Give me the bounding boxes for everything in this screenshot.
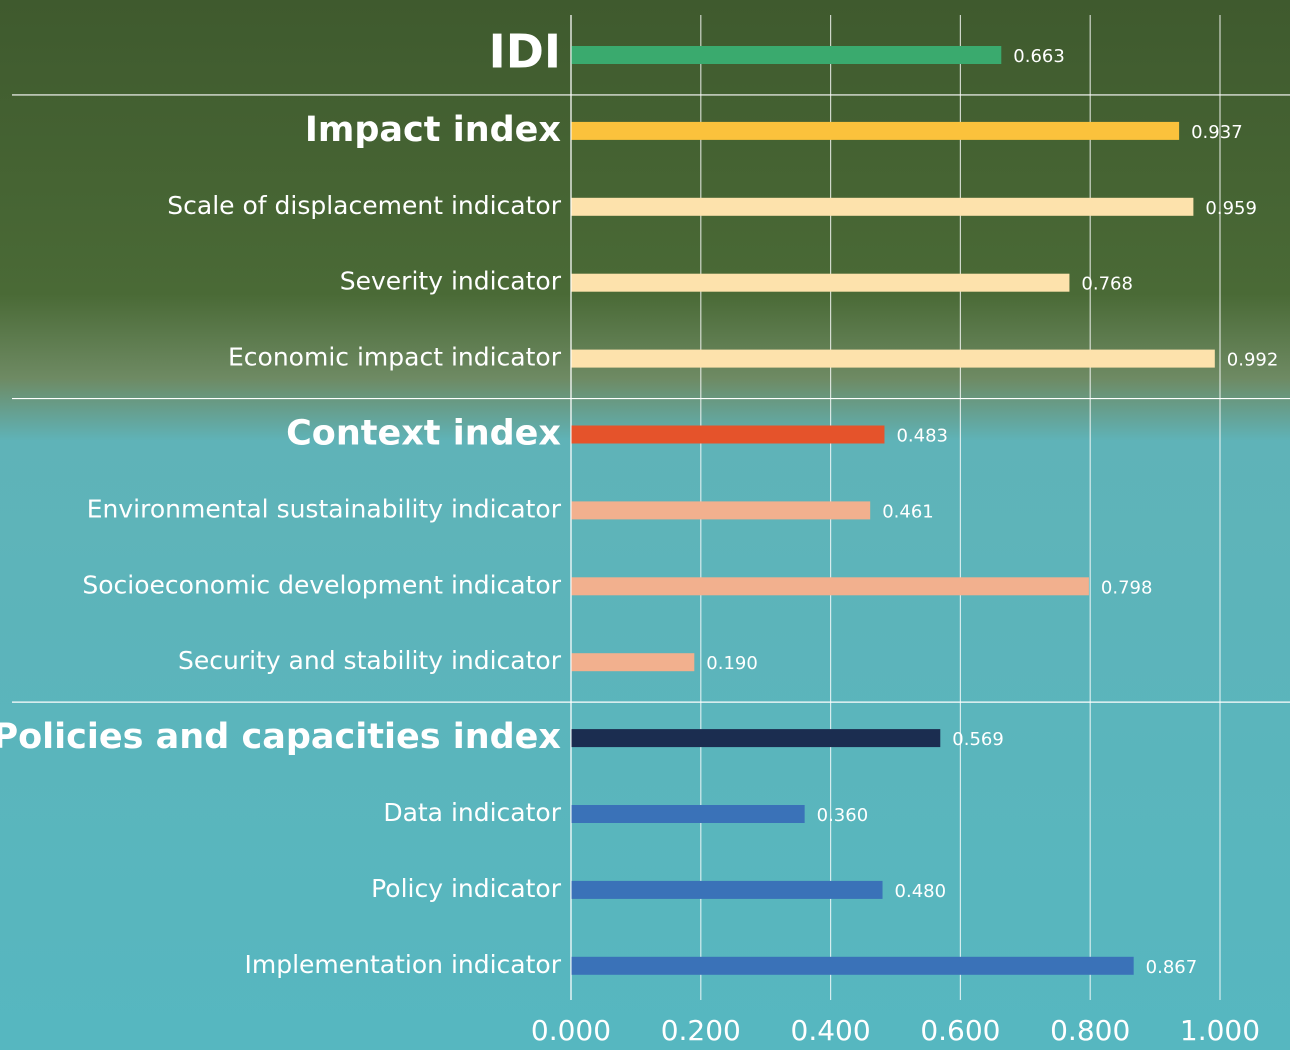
value-label: 0.569 <box>952 729 1004 750</box>
category-label: Implementation indicator <box>244 950 561 979</box>
value-label: 0.937 <box>1191 122 1243 143</box>
value-label: 0.959 <box>1205 198 1257 219</box>
bar <box>571 805 805 823</box>
category-label: Context index <box>286 414 561 454</box>
category-label: Environmental sustainability indicator <box>87 494 562 523</box>
bar <box>571 653 695 672</box>
category-label: Severity indicator <box>340 267 562 296</box>
bar <box>571 501 871 520</box>
bar <box>571 577 1089 596</box>
category-label: Economic impact indicator <box>228 343 562 372</box>
category-label: Policy indicator <box>371 874 562 903</box>
bar <box>571 121 1180 140</box>
bar <box>571 197 1194 216</box>
category-label: Socioeconomic development indicator <box>82 570 561 599</box>
x-tick-label: 0.400 <box>791 1014 871 1047</box>
value-label: 0.461 <box>882 501 934 522</box>
x-tick-label: 0.800 <box>1050 1014 1130 1047</box>
bar <box>571 349 1215 368</box>
value-label: 0.360 <box>817 805 869 826</box>
value-label: 0.768 <box>1081 274 1133 295</box>
bar <box>571 880 883 899</box>
bar <box>571 46 1002 64</box>
category-label: Policies and capacities index <box>0 717 561 757</box>
category-label: IDI <box>489 25 561 79</box>
category-label: Scale of displacement indicator <box>167 191 561 220</box>
value-label: 0.483 <box>896 426 948 447</box>
x-tick-label: 1.000 <box>1180 1014 1260 1047</box>
value-label: 0.663 <box>1013 46 1065 67</box>
bar <box>571 425 885 444</box>
category-label: Data indicator <box>383 798 561 827</box>
bar <box>571 956 1134 975</box>
x-tick-label: 0.600 <box>920 1014 1000 1047</box>
value-label: 0.798 <box>1101 577 1153 598</box>
value-label: 0.190 <box>706 653 758 674</box>
category-label: Security and stability indicator <box>178 646 562 675</box>
bar <box>571 729 941 748</box>
value-label: 0.992 <box>1227 350 1279 371</box>
category-label: Impact index <box>305 110 562 150</box>
x-tick-label: 0.000 <box>531 1014 611 1047</box>
value-label: 0.480 <box>895 881 947 902</box>
bar <box>571 273 1070 292</box>
x-tick-label: 0.200 <box>661 1014 741 1047</box>
value-label: 0.867 <box>1146 957 1198 978</box>
